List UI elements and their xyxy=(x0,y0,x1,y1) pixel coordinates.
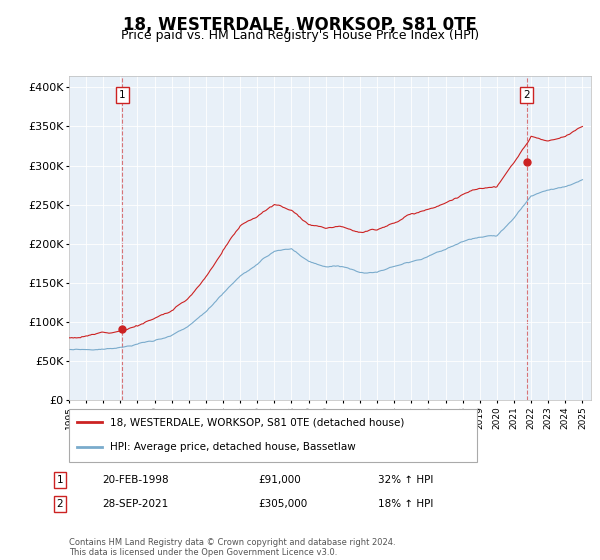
Text: £91,000: £91,000 xyxy=(258,475,301,485)
Text: 32% ↑ HPI: 32% ↑ HPI xyxy=(378,475,433,485)
Text: 2: 2 xyxy=(56,499,64,509)
Text: 18% ↑ HPI: 18% ↑ HPI xyxy=(378,499,433,509)
Text: 2: 2 xyxy=(523,90,530,100)
Text: 20-FEB-1998: 20-FEB-1998 xyxy=(102,475,169,485)
Text: 18, WESTERDALE, WORKSOP, S81 0TE: 18, WESTERDALE, WORKSOP, S81 0TE xyxy=(123,16,477,34)
Text: 18, WESTERDALE, WORKSOP, S81 0TE (detached house): 18, WESTERDALE, WORKSOP, S81 0TE (detach… xyxy=(110,417,404,427)
Text: 1: 1 xyxy=(119,90,126,100)
FancyBboxPatch shape xyxy=(69,409,477,462)
Text: 1: 1 xyxy=(56,475,64,485)
Text: £305,000: £305,000 xyxy=(258,499,307,509)
Text: 28-SEP-2021: 28-SEP-2021 xyxy=(102,499,168,509)
Text: Price paid vs. HM Land Registry's House Price Index (HPI): Price paid vs. HM Land Registry's House … xyxy=(121,29,479,42)
Text: Contains HM Land Registry data © Crown copyright and database right 2024.
This d: Contains HM Land Registry data © Crown c… xyxy=(69,538,395,557)
Text: HPI: Average price, detached house, Bassetlaw: HPI: Average price, detached house, Bass… xyxy=(110,442,356,452)
